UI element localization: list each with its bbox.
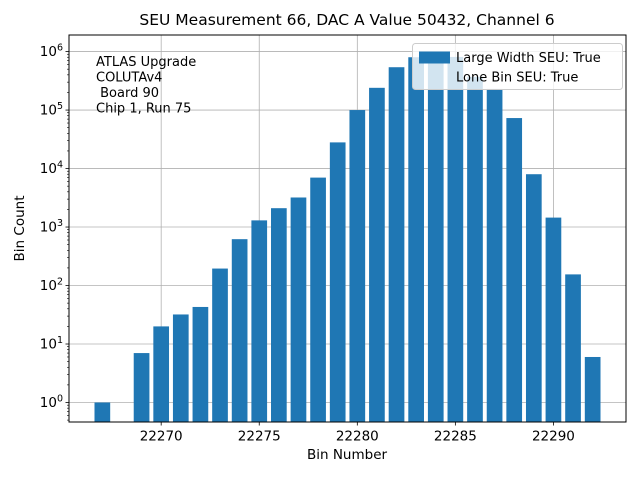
legend-swatch-large-width-seu: [419, 51, 450, 64]
annotation-line: COLUTAv4: [96, 71, 162, 86]
axis-ticks: [65, 51, 554, 426]
bar: [349, 110, 366, 422]
bar: [486, 88, 503, 423]
legend: Large Width SEU: True Lone Bin SEU: True: [412, 43, 623, 90]
bar: [506, 118, 523, 422]
bar: [290, 197, 307, 422]
bar: [525, 174, 542, 422]
bar: [447, 56, 464, 422]
x-tick-label: 22275: [238, 429, 281, 445]
y-axis-label: Bin Count: [12, 196, 28, 262]
x-tick-label: 22285: [434, 429, 477, 445]
bar: [153, 326, 170, 422]
bar: [467, 76, 483, 423]
y-tick-label: 106: [40, 43, 63, 61]
legend-box: [412, 43, 623, 90]
legend-label-lone-bin-seu: Lone Bin SEU: True: [456, 71, 578, 86]
legend-label-large-width-seu: Large Width SEU: True: [456, 51, 601, 66]
y-tick-label: 100: [40, 393, 63, 411]
x-axis-label: Bin Number: [307, 447, 388, 463]
bar: [310, 177, 326, 422]
bar: [388, 67, 405, 422]
axes-box: [68, 34, 627, 423]
bar: [427, 53, 444, 422]
bar: [251, 220, 268, 422]
y-tick-label: 103: [40, 218, 63, 236]
x-tick-label: 22280: [336, 429, 379, 445]
bar: [231, 239, 248, 422]
bar: [212, 268, 228, 422]
bar: [369, 87, 385, 423]
y-tick-label: 104: [40, 160, 63, 178]
annotation-line: Chip 1, Run 75: [96, 102, 191, 117]
bar: [329, 142, 346, 423]
bar: [172, 314, 189, 422]
bar: [545, 217, 562, 422]
bar: [584, 356, 601, 422]
y-tick-label: 105: [40, 101, 63, 119]
y-tick-label: 102: [40, 277, 63, 295]
bar: [271, 208, 287, 422]
annotation-line: Board 90: [96, 86, 159, 101]
annotation-line: ATLAS Upgrade: [96, 55, 196, 70]
bar: [94, 402, 111, 422]
chart-title: SEU Measurement 66, DAC A Value 50432, C…: [139, 11, 554, 29]
y-tick-label: 101: [40, 335, 63, 353]
bar: [408, 57, 424, 422]
bar: [565, 274, 581, 422]
bar: [192, 306, 209, 422]
bar: [133, 353, 150, 422]
x-tick-label: 22270: [140, 429, 183, 445]
bar-series: [94, 53, 601, 423]
annotation-block: ATLAS Upgrade COLUTAv4 Board 90 Chip 1, …: [96, 55, 196, 117]
x-tick-label: 22290: [532, 429, 575, 445]
